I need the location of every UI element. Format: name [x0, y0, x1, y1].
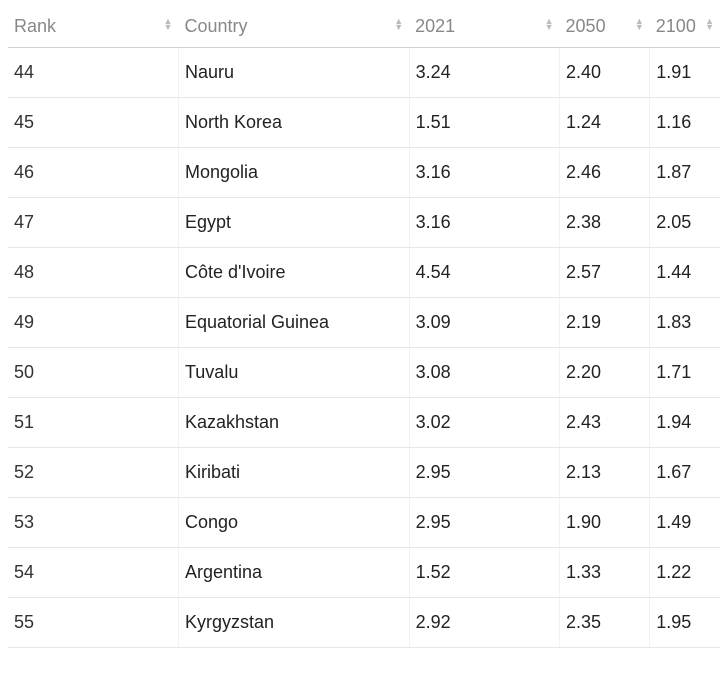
cell-2021: 3.08 [409, 348, 559, 398]
cell-2100: 1.22 [650, 548, 720, 598]
cell-country: Kyrgyzstan [178, 598, 409, 648]
table-row: 44 Nauru 3.24 2.40 1.91 [8, 48, 720, 98]
sort-icon: ▲▼ [635, 18, 644, 30]
cell-country: Argentina [178, 548, 409, 598]
cell-2050: 2.40 [560, 48, 650, 98]
cell-2050: 2.43 [560, 398, 650, 448]
table-row: 47 Egypt 3.16 2.38 2.05 [8, 198, 720, 248]
cell-2100: 1.67 [650, 448, 720, 498]
cell-2100: 1.49 [650, 498, 720, 548]
cell-rank: 50 [8, 348, 178, 398]
table-row: 51 Kazakhstan 3.02 2.43 1.94 [8, 398, 720, 448]
cell-country: Kiribati [178, 448, 409, 498]
cell-2021: 2.95 [409, 498, 559, 548]
sort-icon: ▲▼ [164, 18, 173, 30]
cell-2050: 2.38 [560, 198, 650, 248]
cell-rank: 52 [8, 448, 178, 498]
cell-2021: 2.95 [409, 448, 559, 498]
cell-2100: 1.94 [650, 398, 720, 448]
table-row: 54 Argentina 1.52 1.33 1.22 [8, 548, 720, 598]
cell-2021: 3.09 [409, 298, 559, 348]
cell-country: Nauru [178, 48, 409, 98]
cell-rank: 49 [8, 298, 178, 348]
cell-2021: 2.92 [409, 598, 559, 648]
table-row: 52 Kiribati 2.95 2.13 1.67 [8, 448, 720, 498]
cell-2050: 1.33 [560, 548, 650, 598]
data-table: Rank ▲▼ Country ▲▼ 2021 ▲▼ 2050 ▲▼ [8, 8, 720, 648]
sort-icon: ▲▼ [545, 18, 554, 30]
cell-rank: 53 [8, 498, 178, 548]
cell-2050: 2.13 [560, 448, 650, 498]
table-row: 45 North Korea 1.51 1.24 1.16 [8, 98, 720, 148]
cell-2021: 3.24 [409, 48, 559, 98]
table-body: 44 Nauru 3.24 2.40 1.91 45 North Korea 1… [8, 48, 720, 648]
cell-country: Kazakhstan [178, 398, 409, 448]
cell-2100: 1.71 [650, 348, 720, 398]
cell-2021: 3.16 [409, 198, 559, 248]
cell-rank: 48 [8, 248, 178, 298]
cell-2021: 3.16 [409, 148, 559, 198]
col-label: 2050 [566, 16, 606, 37]
sort-icon: ▲▼ [394, 18, 403, 30]
table-row: 55 Kyrgyzstan 2.92 2.35 1.95 [8, 598, 720, 648]
cell-2050: 1.90 [560, 498, 650, 548]
cell-2100: 1.44 [650, 248, 720, 298]
table-row: 50 Tuvalu 3.08 2.20 1.71 [8, 348, 720, 398]
sort-icon: ▲▼ [705, 18, 714, 30]
cell-2100: 2.05 [650, 198, 720, 248]
cell-2050: 2.57 [560, 248, 650, 298]
cell-country: Mongolia [178, 148, 409, 198]
table-row: 48 Côte d'Ivoire 4.54 2.57 1.44 [8, 248, 720, 298]
cell-rank: 46 [8, 148, 178, 198]
cell-2050: 2.46 [560, 148, 650, 198]
cell-country: Equatorial Guinea [178, 298, 409, 348]
cell-2100: 1.95 [650, 598, 720, 648]
cell-rank: 54 [8, 548, 178, 598]
cell-rank: 51 [8, 398, 178, 448]
col-label: Country [184, 16, 247, 37]
col-header-rank[interactable]: Rank ▲▼ [8, 8, 178, 48]
cell-rank: 47 [8, 198, 178, 248]
cell-2100: 1.16 [650, 98, 720, 148]
cell-country: North Korea [178, 98, 409, 148]
cell-2100: 1.87 [650, 148, 720, 198]
col-header-2050[interactable]: 2050 ▲▼ [560, 8, 650, 48]
cell-country: Tuvalu [178, 348, 409, 398]
cell-rank: 55 [8, 598, 178, 648]
cell-2050: 1.24 [560, 98, 650, 148]
cell-2100: 1.83 [650, 298, 720, 348]
cell-rank: 44 [8, 48, 178, 98]
cell-2050: 2.19 [560, 298, 650, 348]
cell-2050: 2.20 [560, 348, 650, 398]
cell-country: Egypt [178, 198, 409, 248]
table-row: 53 Congo 2.95 1.90 1.49 [8, 498, 720, 548]
col-label: 2021 [415, 16, 455, 37]
cell-2050: 2.35 [560, 598, 650, 648]
cell-2021: 3.02 [409, 398, 559, 448]
cell-rank: 45 [8, 98, 178, 148]
cell-2100: 1.91 [650, 48, 720, 98]
cell-2021: 4.54 [409, 248, 559, 298]
cell-country: Côte d'Ivoire [178, 248, 409, 298]
col-label: Rank [14, 16, 56, 37]
cell-2021: 1.51 [409, 98, 559, 148]
table-header: Rank ▲▼ Country ▲▼ 2021 ▲▼ 2050 ▲▼ [8, 8, 720, 48]
cell-country: Congo [178, 498, 409, 548]
col-header-country[interactable]: Country ▲▼ [178, 8, 409, 48]
col-header-2021[interactable]: 2021 ▲▼ [409, 8, 559, 48]
table-row: 46 Mongolia 3.16 2.46 1.87 [8, 148, 720, 198]
col-header-2100[interactable]: 2100 ▲▼ [650, 8, 720, 48]
col-label: 2100 [656, 16, 696, 37]
table-row: 49 Equatorial Guinea 3.09 2.19 1.83 [8, 298, 720, 348]
cell-2021: 1.52 [409, 548, 559, 598]
